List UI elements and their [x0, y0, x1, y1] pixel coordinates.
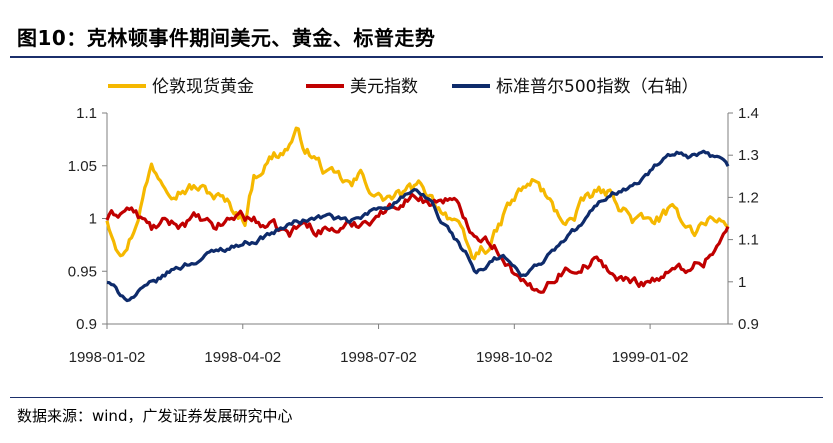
right-tick-label: 1.4: [738, 105, 759, 122]
right-tick-label: 1: [738, 274, 746, 291]
legend-label-2: 美元指数: [350, 77, 418, 97]
left-tick-label: 0.9: [76, 316, 97, 333]
left-tick-label: 0.95: [68, 263, 97, 280]
series-line-1: [105, 126, 730, 261]
series-line-3: [106, 149, 730, 303]
right-tick-label: 0.9: [738, 316, 759, 333]
x-tick-label: 1998-04-02: [204, 349, 281, 366]
left-tick-label: 1.1: [76, 105, 97, 122]
right-tick-label: 1.2: [738, 189, 759, 206]
series-line-2: [105, 192, 730, 294]
chart-legend: 伦敦现货黄金 美元指数 标准普尔500指数（右轴）: [108, 77, 698, 97]
right-tick-label: 1.3: [738, 147, 759, 164]
x-tick-label: 1998-10-02: [476, 349, 553, 366]
x-tick-label: 1999-01-02: [612, 349, 689, 366]
right-tick-label: 1.1: [738, 232, 759, 249]
figure-title: 图10：克林顿事件期间美元、黄金、标普走势: [17, 26, 436, 50]
source-note: 数据来源：wind，广发证券发展研究中心: [17, 407, 293, 425]
line-chart: 伦敦现货黄金 美元指数 标准普尔500指数（右轴） 0.90.9511.051.10…: [68, 77, 759, 366]
title-rule: [10, 56, 823, 58]
x-tick-label: 1998-01-02: [69, 349, 146, 366]
x-tick-label: 1998-07-02: [340, 349, 417, 366]
chart-series: [105, 126, 730, 303]
chart-axes: 0.9 0.95 1 1.05 1.1 0.9 1 1.1 1.2 1.3 1.4 1998-01-0…: [68, 105, 759, 366]
left-tick-label: 1: [89, 211, 97, 228]
source-rule: [10, 397, 823, 398]
legend-label-3: 标准普尔500指数（右轴）: [496, 77, 698, 97]
legend-label-1: 伦敦现货黄金: [152, 77, 254, 97]
left-tick-label: 1.05: [68, 158, 97, 175]
